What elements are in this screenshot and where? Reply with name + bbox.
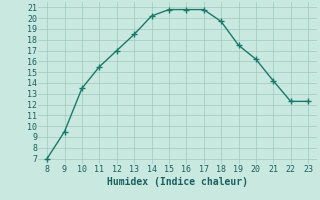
X-axis label: Humidex (Indice chaleur): Humidex (Indice chaleur) <box>107 177 248 187</box>
